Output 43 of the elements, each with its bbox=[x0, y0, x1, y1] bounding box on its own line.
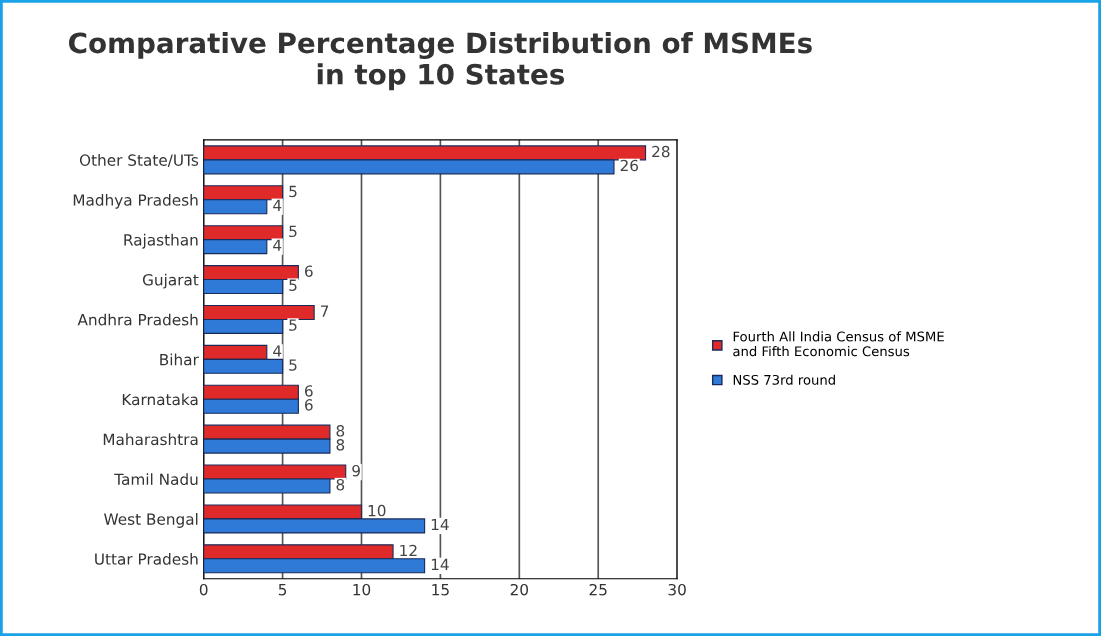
y-tick-label: Bihar bbox=[160, 353, 199, 366]
y-tick-label: Madhya Pradesh bbox=[73, 193, 198, 209]
x-tick-label: 15 bbox=[432, 584, 449, 596]
data-label: 5 bbox=[289, 185, 297, 198]
data-label: 4 bbox=[273, 239, 282, 251]
x-tick-label: 10 bbox=[353, 583, 371, 596]
data-label: 14 bbox=[431, 518, 449, 531]
y-tick-label: Gujarat bbox=[142, 273, 199, 289]
data-label: 8 bbox=[336, 438, 345, 451]
y-tick-label: Maharashtra bbox=[103, 433, 198, 446]
data-label: 12 bbox=[400, 544, 417, 557]
data-label: 5 bbox=[289, 225, 297, 238]
x-tick-label: 5 bbox=[278, 584, 287, 596]
data-label: 6 bbox=[304, 399, 313, 411]
y-tick-label: Karnataka bbox=[122, 393, 198, 406]
data-label: 8 bbox=[336, 478, 345, 491]
chart-title: Comparative Percentage Distribution of MSMEs in top 10 States bbox=[69, 31, 812, 91]
y-tick-label: Tamil Nadu bbox=[114, 473, 198, 486]
data-label: 8 bbox=[336, 425, 345, 437]
legend-label: Fourth All India Census of MSME and Fifth Economic Census bbox=[733, 331, 944, 357]
data-label: 5 bbox=[289, 319, 297, 331]
data-label: 4 bbox=[273, 199, 282, 211]
data-label: 28 bbox=[652, 145, 670, 158]
y-tick-label: West Bengal bbox=[104, 513, 198, 528]
data-label: 5 bbox=[289, 279, 297, 291]
x-tick-label: 30 bbox=[668, 583, 686, 596]
data-label: 5 bbox=[289, 359, 297, 371]
data-label: 9 bbox=[352, 464, 360, 477]
data-label: 26 bbox=[620, 159, 639, 172]
y-tick-label: Other State/UTs bbox=[79, 154, 199, 168]
data-label: 6 bbox=[304, 265, 313, 277]
data-label: 10 bbox=[368, 504, 386, 517]
x-tick-label: 25 bbox=[589, 583, 607, 596]
y-tick-label: Andhra Pradesh bbox=[77, 313, 198, 326]
data-label: 6 bbox=[304, 385, 313, 397]
data-label: 4 bbox=[273, 345, 282, 357]
y-tick-label: Uttar Pradesh bbox=[95, 553, 198, 565]
x-tick-label: 20 bbox=[510, 583, 529, 596]
data-label: 7 bbox=[320, 305, 329, 317]
y-tick-label: Rajasthan bbox=[124, 233, 198, 249]
legend-label: NSS 73rd round bbox=[733, 374, 835, 385]
data-label: 14 bbox=[431, 558, 449, 571]
x-tick-label: 0 bbox=[199, 583, 208, 596]
